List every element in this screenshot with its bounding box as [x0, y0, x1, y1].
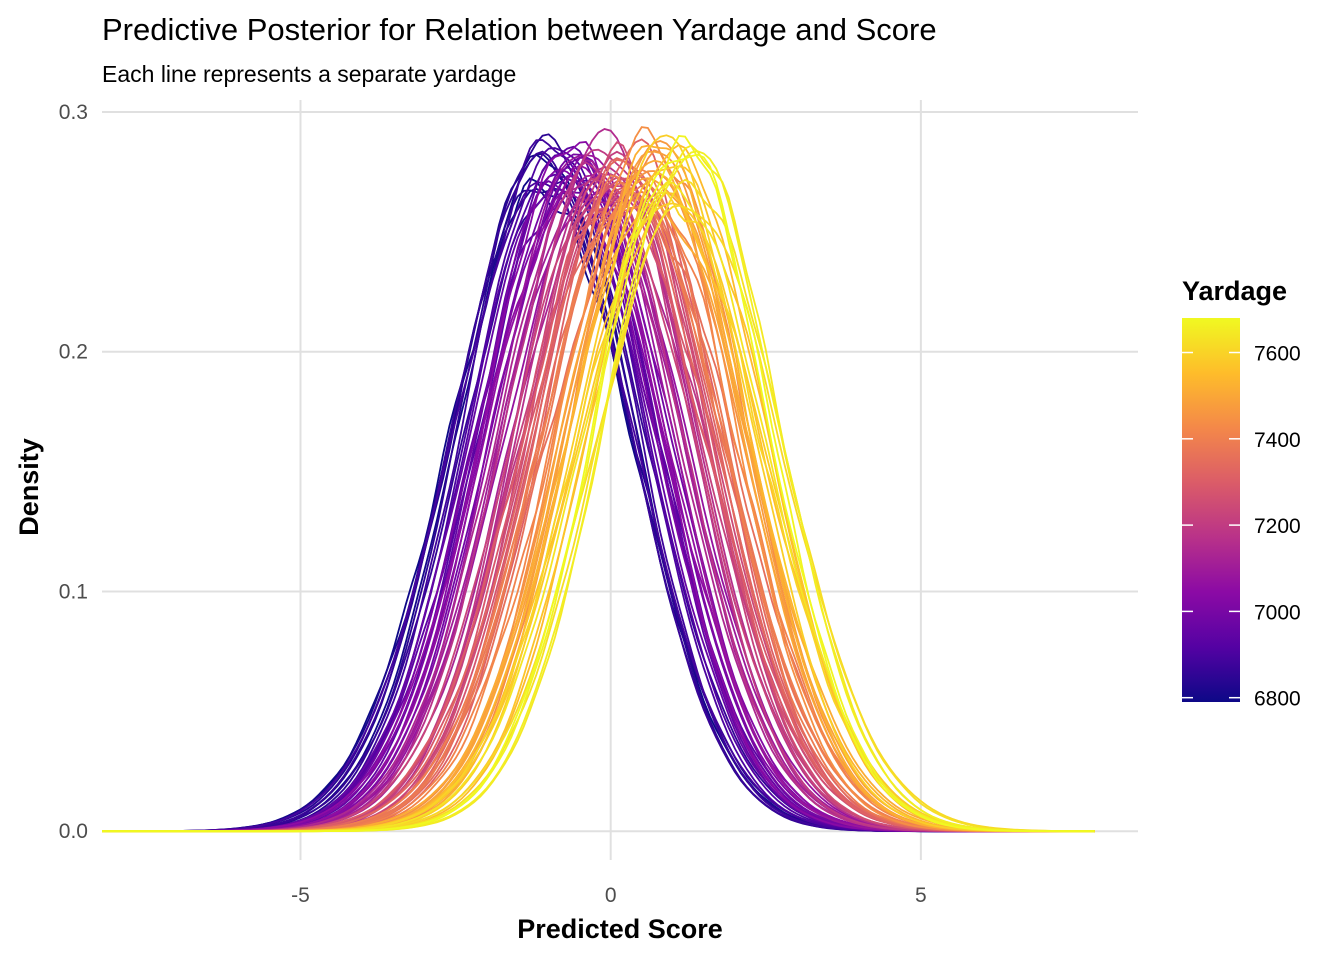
- density-series-line: [102, 174, 1095, 833]
- x-axis-tick-labels: -5 0 5: [291, 884, 927, 907]
- density-series-line: [102, 128, 1095, 833]
- density-series-line: [102, 153, 1095, 833]
- density-series-line: [102, 143, 1095, 833]
- legend-ticks: 6800 7000 7200 7400 7600: [1182, 343, 1301, 711]
- density-series-line: [102, 170, 1095, 833]
- density-series-line: [102, 176, 1095, 833]
- legend-tick-label: 7000: [1254, 601, 1301, 624]
- density-series-line: [102, 174, 1095, 833]
- legend-tick-label: 7200: [1254, 515, 1301, 538]
- y-tick-label: 0.1: [59, 580, 88, 603]
- density-series-line: [102, 177, 1095, 833]
- density-series-line: [102, 175, 1095, 833]
- density-series-line: [102, 173, 1095, 833]
- density-curves: [102, 126, 1095, 833]
- y-tick-label: 0.0: [59, 820, 88, 843]
- legend-title: Yardage: [1182, 276, 1287, 306]
- density-series-line: [102, 176, 1095, 833]
- x-tick-label: 5: [915, 884, 927, 907]
- density-series-line: [102, 178, 1095, 833]
- density-series-line: [102, 168, 1095, 833]
- legend-colorbar: [1182, 318, 1240, 702]
- legend-tick-label: 7400: [1254, 429, 1301, 452]
- density-series-line: [102, 168, 1095, 833]
- density-series-line: [102, 177, 1095, 833]
- legend: Yardage 6800 7000 7200 7400 7600: [1182, 276, 1301, 711]
- legend-tick-label: 6800: [1254, 688, 1301, 711]
- density-series-line: [102, 172, 1095, 833]
- chart-subtitle: Each line represents a separate yardage: [102, 61, 516, 87]
- legend-tick-label: 7600: [1254, 343, 1301, 366]
- x-tick-label: 0: [605, 884, 617, 907]
- density-series-line: [102, 174, 1095, 833]
- density-series-line: [102, 177, 1095, 833]
- density-series-line: [102, 175, 1095, 833]
- plot-area: [102, 100, 1138, 860]
- y-tick-label: 0.2: [59, 341, 88, 364]
- y-axis-tick-labels: 0.0 0.1 0.2 0.3: [59, 101, 88, 843]
- chart-title: Predictive Posterior for Relation betwee…: [102, 12, 937, 47]
- y-axis-title: Density: [14, 438, 44, 536]
- y-tick-label: 0.3: [59, 101, 88, 124]
- x-tick-label: -5: [291, 884, 310, 907]
- x-axis-title: Predicted Score: [517, 914, 723, 944]
